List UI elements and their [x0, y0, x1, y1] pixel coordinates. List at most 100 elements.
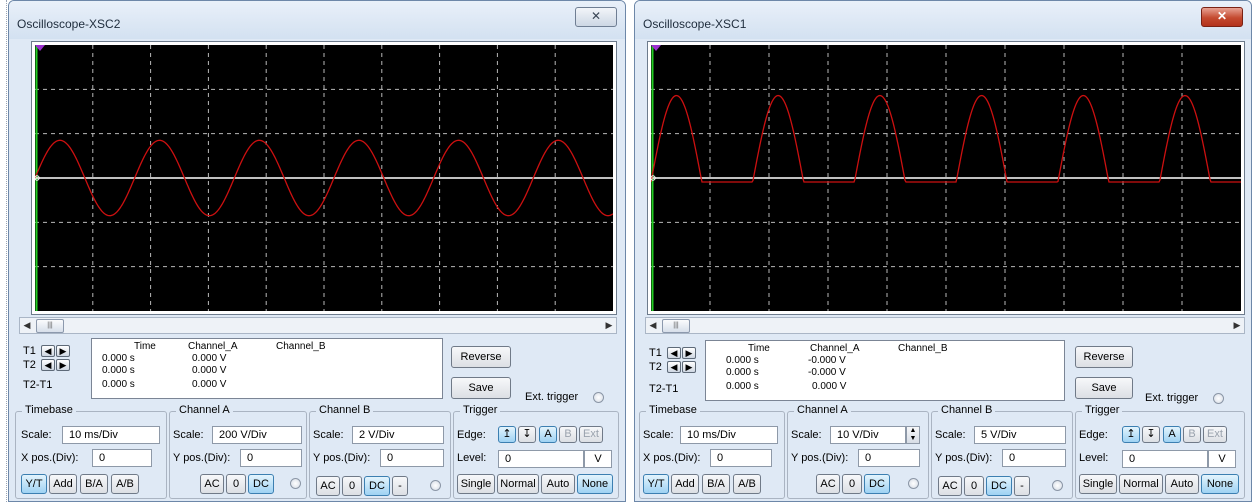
- channel-a-dc-button[interactable]: DC: [864, 474, 890, 494]
- horizontal-scrollbar[interactable]: ◀ ||| ▶: [19, 317, 617, 334]
- t1-left-arrow-icon[interactable]: ◀: [667, 347, 681, 359]
- channel-a-scale-spinner[interactable]: ▲ ▼: [906, 426, 920, 444]
- channel-b-radio[interactable]: [1052, 480, 1063, 491]
- title-bar[interactable]: Oscilloscope-XSC2 ✕: [9, 1, 625, 39]
- channel-b-minus-button[interactable]: -: [392, 476, 408, 496]
- scroll-thumb[interactable]: |||: [662, 319, 690, 333]
- channel-b-ac-button[interactable]: AC: [938, 476, 962, 496]
- t2-left-arrow-icon[interactable]: ◀: [41, 359, 55, 371]
- t2-t1-channel-a: 0.000 V: [192, 379, 227, 390]
- x-pos-field[interactable]: 0: [92, 449, 152, 467]
- trigger-normal-button[interactable]: Normal: [1119, 474, 1163, 494]
- scroll-thumb[interactable]: |||: [36, 319, 64, 333]
- trigger-single-button[interactable]: Single: [1079, 474, 1117, 494]
- t2-label: T2: [23, 359, 36, 371]
- t1-right-arrow-icon[interactable]: ▶: [56, 345, 70, 357]
- channel-a-dc-button[interactable]: DC: [248, 474, 274, 494]
- save-button[interactable]: Save: [1075, 377, 1133, 399]
- channel-a-ypos-field[interactable]: 0: [240, 449, 302, 467]
- horizontal-scrollbar[interactable]: ◀ ||| ▶: [645, 317, 1245, 334]
- channel-a-title: Channel A: [794, 404, 851, 416]
- title-bar[interactable]: Oscilloscope-XSC1 ✕: [635, 1, 1251, 39]
- waveform-display: [651, 45, 1241, 311]
- channel-a-zero-button[interactable]: 0: [842, 474, 862, 494]
- rising-edge-icon[interactable]: ↥: [1122, 426, 1140, 443]
- channel-a-radio[interactable]: [908, 478, 919, 489]
- t1-right-arrow-icon[interactable]: ▶: [682, 347, 696, 359]
- trigger-single-button[interactable]: Single: [457, 474, 495, 494]
- channel-a-scale-field[interactable]: 10 V/Div: [830, 426, 906, 444]
- t1-channel-a: -0.000 V: [808, 355, 846, 366]
- channel-b-dc-button[interactable]: DC: [364, 476, 390, 496]
- channel-b-scale-field[interactable]: 5 V/Div: [974, 426, 1066, 444]
- ext-trigger-radio[interactable]: [593, 392, 604, 403]
- scroll-left-icon[interactable]: ◀: [649, 320, 657, 330]
- channel-b-scale-label: Scale:: [935, 429, 966, 441]
- trigger-ext-button[interactable]: Ext: [579, 426, 603, 443]
- channel-a-ypos-field[interactable]: 0: [858, 449, 920, 467]
- reverse-button[interactable]: Reverse: [451, 346, 511, 368]
- rising-edge-icon[interactable]: ↥: [498, 426, 516, 443]
- trigger-auto-button[interactable]: Auto: [541, 474, 575, 494]
- trigger-a-button[interactable]: A: [1163, 426, 1181, 443]
- channel-a-scale-label: Scale:: [173, 429, 204, 441]
- t1-left-arrow-icon[interactable]: ◀: [41, 345, 55, 357]
- timebase-group: Timebase Scale: 10 ms/Div X pos.(Div): 0…: [639, 404, 785, 499]
- mode-ab-button[interactable]: A/B: [733, 474, 761, 494]
- channel-a-zero-button[interactable]: 0: [226, 474, 246, 494]
- falling-edge-icon[interactable]: ↧: [518, 426, 536, 443]
- mode-yt-button[interactable]: Y/T: [21, 474, 47, 494]
- timebase-scale-field[interactable]: 10 ms/Div: [62, 426, 160, 444]
- channel-a-ac-button[interactable]: AC: [816, 474, 840, 494]
- scroll-left-icon[interactable]: ◀: [23, 320, 31, 330]
- channel-b-radio[interactable]: [430, 480, 441, 491]
- reverse-button[interactable]: Reverse: [1075, 346, 1133, 368]
- t1-channel-a: 0.000 V: [192, 353, 227, 364]
- t1-time: 0.000 s: [726, 355, 759, 366]
- scroll-right-icon[interactable]: ▶: [1233, 320, 1241, 330]
- channel-b-scale-field[interactable]: 2 V/Div: [352, 426, 444, 444]
- trigger-auto-button[interactable]: Auto: [1165, 474, 1199, 494]
- level-label: Level:: [457, 452, 487, 464]
- channel-b-ypos-field[interactable]: 0: [1002, 449, 1066, 467]
- t2-left-arrow-icon[interactable]: ◀: [667, 361, 681, 373]
- ext-trigger-radio[interactable]: [1213, 393, 1224, 404]
- timebase-scale-label: Scale:: [643, 429, 674, 441]
- mode-yt-button[interactable]: Y/T: [643, 474, 669, 494]
- x-pos-field[interactable]: 0: [710, 449, 772, 467]
- mode-ba-button[interactable]: B/A: [80, 474, 108, 494]
- channel-b-ypos-field[interactable]: 0: [380, 449, 444, 467]
- level-unit: V: [584, 450, 612, 468]
- trigger-a-button[interactable]: A: [539, 426, 557, 443]
- channel-a-radio[interactable]: [290, 478, 301, 489]
- falling-edge-icon[interactable]: ↧: [1142, 426, 1160, 443]
- channel-a-ac-button[interactable]: AC: [200, 474, 224, 494]
- close-button[interactable]: ✕: [575, 7, 617, 27]
- trigger-none-button[interactable]: None: [1201, 474, 1239, 494]
- trigger-normal-button[interactable]: Normal: [497, 474, 539, 494]
- mode-add-button[interactable]: Add: [49, 474, 77, 494]
- trigger-ext-button[interactable]: Ext: [1203, 426, 1227, 443]
- t2-right-arrow-icon[interactable]: ▶: [682, 361, 696, 373]
- channel-b-ac-button[interactable]: AC: [316, 476, 340, 496]
- col-channel-b-header: Channel_B: [276, 341, 326, 352]
- trigger-none-button[interactable]: None: [577, 474, 613, 494]
- mode-ba-button[interactable]: B/A: [702, 474, 730, 494]
- save-button[interactable]: Save: [451, 377, 511, 399]
- t2-right-arrow-icon[interactable]: ▶: [56, 359, 70, 371]
- channel-b-zero-button[interactable]: 0: [342, 476, 362, 496]
- channel-a-scale-field[interactable]: 200 V/Div: [212, 426, 302, 444]
- channel-b-dc-button[interactable]: DC: [986, 476, 1012, 496]
- level-field[interactable]: 0: [498, 450, 584, 468]
- trigger-b-button[interactable]: B: [1183, 426, 1201, 443]
- channel-b-zero-button[interactable]: 0: [964, 476, 984, 496]
- trigger-b-button[interactable]: B: [559, 426, 577, 443]
- channel-b-minus-button[interactable]: -: [1014, 476, 1030, 496]
- channel-a-ypos-label: Y pos.(Div):: [173, 452, 231, 464]
- close-button[interactable]: ✕: [1201, 7, 1243, 27]
- level-field[interactable]: 0: [1122, 450, 1208, 468]
- timebase-scale-field[interactable]: 10 ms/Div: [680, 426, 778, 444]
- mode-add-button[interactable]: Add: [671, 474, 699, 494]
- scroll-right-icon[interactable]: ▶: [605, 320, 613, 330]
- mode-ab-button[interactable]: A/B: [111, 474, 139, 494]
